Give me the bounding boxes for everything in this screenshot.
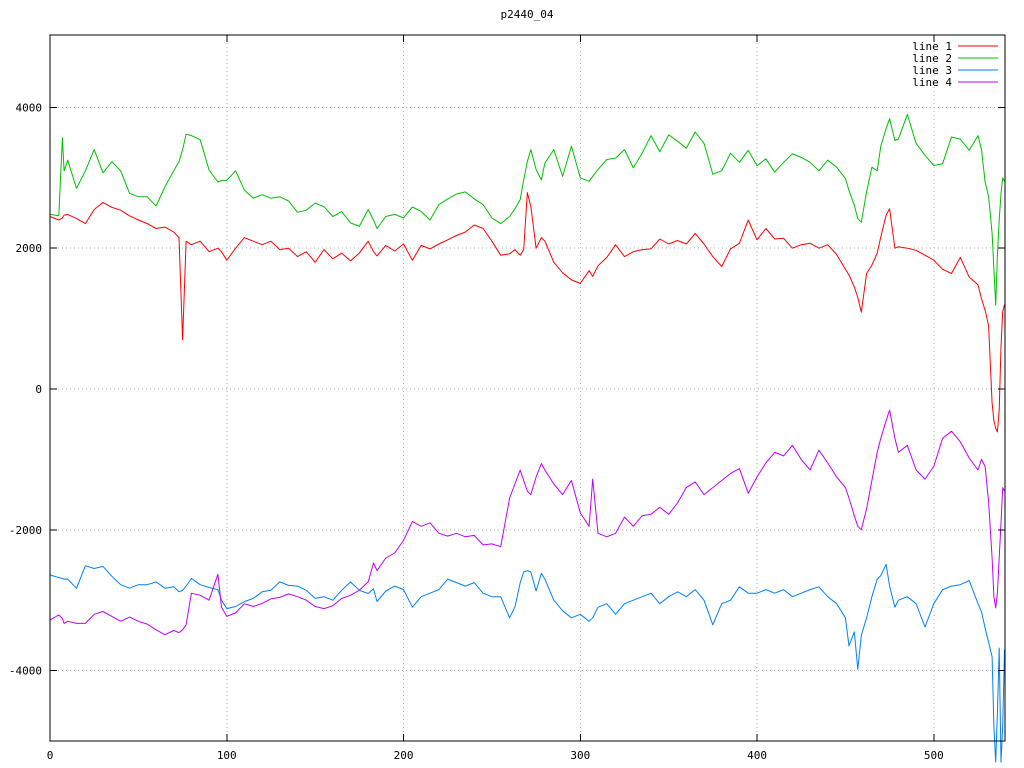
x-tick-label: 200 <box>394 749 414 762</box>
legend-label: line 4 <box>912 76 952 89</box>
x-tick-label: 100 <box>217 749 237 762</box>
plot-border <box>49 34 1006 742</box>
series-line-1 <box>49 192 1005 433</box>
gridlines <box>50 35 1005 741</box>
series-line-3 <box>49 563 1005 763</box>
y-tick-label: 2000 <box>16 242 43 255</box>
y-tick-label: -4000 <box>9 665 42 678</box>
legend-entry-4: line 4 <box>912 76 998 89</box>
chart-title: p2440_04 <box>501 8 554 21</box>
tick-labels: 0 100 200 300 400 500 -4000 -2000 0 2000 4000 <box>9 101 944 762</box>
series-line-2 <box>49 113 1005 306</box>
legend-label: line 2 <box>912 52 952 65</box>
y-tick-label: 0 <box>35 383 42 396</box>
legend-entry-2: line 2 <box>912 52 998 65</box>
legend-label: line 3 <box>912 64 952 77</box>
legend-entry-1: line 1 <box>912 40 998 53</box>
series-line-4 <box>49 409 1005 636</box>
tick-marks <box>49 35 1005 741</box>
x-tick-label: 500 <box>924 749 944 762</box>
x-tick-label: 300 <box>570 749 590 762</box>
legend-entry-3: line 3 <box>912 64 998 77</box>
legend-label: line 1 <box>912 40 952 53</box>
x-tick-label: 0 <box>47 749 54 762</box>
x-tick-label: 400 <box>747 749 767 762</box>
series-lines <box>49 113 1005 763</box>
y-tick-label: 4000 <box>16 101 43 114</box>
y-tick-label: -2000 <box>9 524 42 537</box>
